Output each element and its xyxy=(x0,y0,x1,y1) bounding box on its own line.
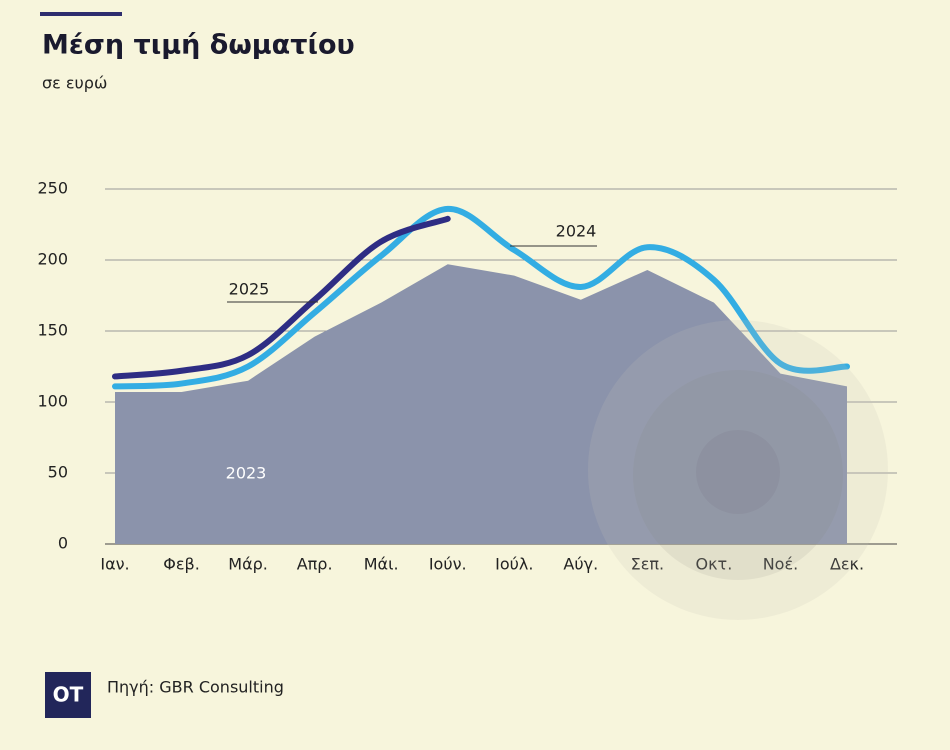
y-tick-label: 0 xyxy=(58,534,68,553)
plot: 0 50 100 150 200 250 Ιαν. Φεβ. Μάρ. Απρ. Μάι. Ιούν.… xyxy=(37,179,897,574)
top-bar xyxy=(40,12,122,16)
x-tick-label: Ιούλ. xyxy=(495,555,533,574)
y-tick-label: 50 xyxy=(48,463,68,482)
line xyxy=(112,215,451,380)
logo-box xyxy=(45,672,91,718)
x-tick-label: Μάι. xyxy=(364,555,399,574)
x-tick-label: Φεβ. xyxy=(163,555,200,574)
series-label: 2024 xyxy=(556,222,597,241)
y-tick-label: 200 xyxy=(37,250,68,269)
x-tick-label: Δεκ. xyxy=(830,555,864,574)
x-tick-label: Νοέ. xyxy=(763,555,799,574)
x-tick-label: Ιαν. xyxy=(100,555,129,574)
x-tick-label: Οκτ. xyxy=(696,555,733,574)
chart-title: Μέση τιμή δωματίου xyxy=(42,30,355,61)
x-tick-label: Σεπ. xyxy=(631,555,664,574)
decor-circles xyxy=(588,320,888,620)
source: Πηγή: GBR Consulting xyxy=(107,678,284,697)
y-tick-label: 100 xyxy=(37,392,68,411)
x-tick-label: Μάρ. xyxy=(228,555,268,574)
series-label: 2025 xyxy=(229,280,270,299)
x-tick-label: Ιούν. xyxy=(429,555,467,574)
x-tick-label: Απρ. xyxy=(297,555,333,574)
line xyxy=(112,205,850,390)
logo: OT xyxy=(53,683,84,707)
chart-subtitle: σε ευρώ xyxy=(42,74,107,93)
area xyxy=(115,264,847,544)
x-tick-label: Αύγ. xyxy=(563,555,598,574)
y-tick-label: 150 xyxy=(37,321,68,340)
series-label: 2023 xyxy=(226,464,267,483)
y-tick-label: 250 xyxy=(37,179,68,198)
